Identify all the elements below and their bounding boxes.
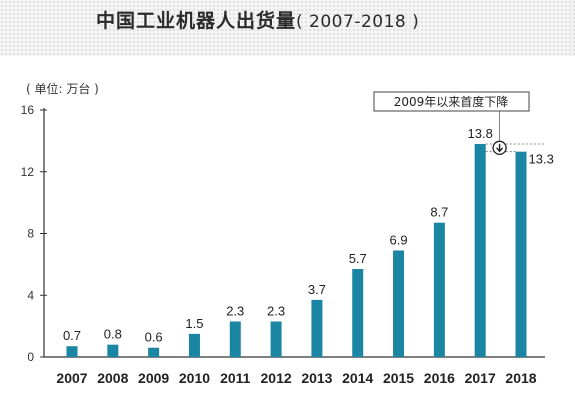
bar-value-label: 2.3 — [226, 303, 244, 318]
x-category-label: 2007 — [56, 370, 87, 386]
bar — [229, 321, 241, 357]
x-category-label: 2015 — [383, 370, 414, 386]
callout-text: 2009年以来首度下降 — [394, 94, 509, 109]
bar — [148, 347, 160, 357]
bar — [515, 151, 527, 357]
x-category-label: 2013 — [301, 370, 332, 386]
y-tick-label: 16 — [21, 103, 35, 117]
bar — [393, 250, 405, 357]
y-tick-label: 12 — [21, 165, 35, 179]
down-arrow-glyph — [496, 143, 504, 153]
x-category-label: 2011 — [220, 370, 251, 386]
callout-box — [373, 91, 530, 112]
chart-title: 中国工业机器人出货量( 2007-2018 ) — [96, 6, 419, 33]
x-category-label: 2009 — [138, 370, 169, 386]
y-tick-label: 4 — [27, 288, 34, 302]
y-tick-label: 0 — [27, 350, 34, 364]
bar — [433, 222, 445, 357]
bar-value-label: 1.5 — [185, 316, 203, 331]
bar-value-label: 0.8 — [104, 327, 122, 342]
x-category-label: 2014 — [342, 370, 373, 386]
x-category-label: 2010 — [179, 370, 210, 386]
bar — [66, 346, 78, 357]
chart-title-years: ( 2007-2018 ) — [296, 12, 420, 32]
x-category-label: 2018 — [505, 370, 536, 386]
bar — [107, 344, 119, 357]
bar-value-label: 13.8 — [468, 126, 493, 141]
x-category-label: 2008 — [97, 370, 128, 386]
title-band — [0, 0, 575, 56]
bar-value-label: 0.6 — [145, 330, 163, 345]
bar — [311, 299, 323, 357]
bar-value-label: 5.7 — [349, 251, 367, 266]
x-category-label: 2012 — [261, 370, 292, 386]
bar — [474, 143, 486, 357]
bar-value-label: 13.3 — [529, 152, 554, 167]
bar-value-label: 0.7 — [63, 328, 81, 343]
chart-title-main: 中国工业机器人出货量 — [96, 10, 297, 32]
bar-value-label: 6.9 — [390, 232, 408, 247]
unit-label: ( 单位: 万台 ) — [26, 81, 99, 96]
x-category-label: 2017 — [465, 370, 496, 386]
bar — [188, 333, 200, 357]
y-tick-label: 8 — [27, 227, 34, 241]
x-category-label: 2016 — [424, 370, 455, 386]
bar-value-label: 8.7 — [430, 205, 448, 220]
bar — [270, 321, 282, 357]
bar-value-label: 3.7 — [308, 282, 326, 297]
bar-value-label: 2.3 — [267, 303, 285, 318]
bar — [352, 269, 364, 357]
